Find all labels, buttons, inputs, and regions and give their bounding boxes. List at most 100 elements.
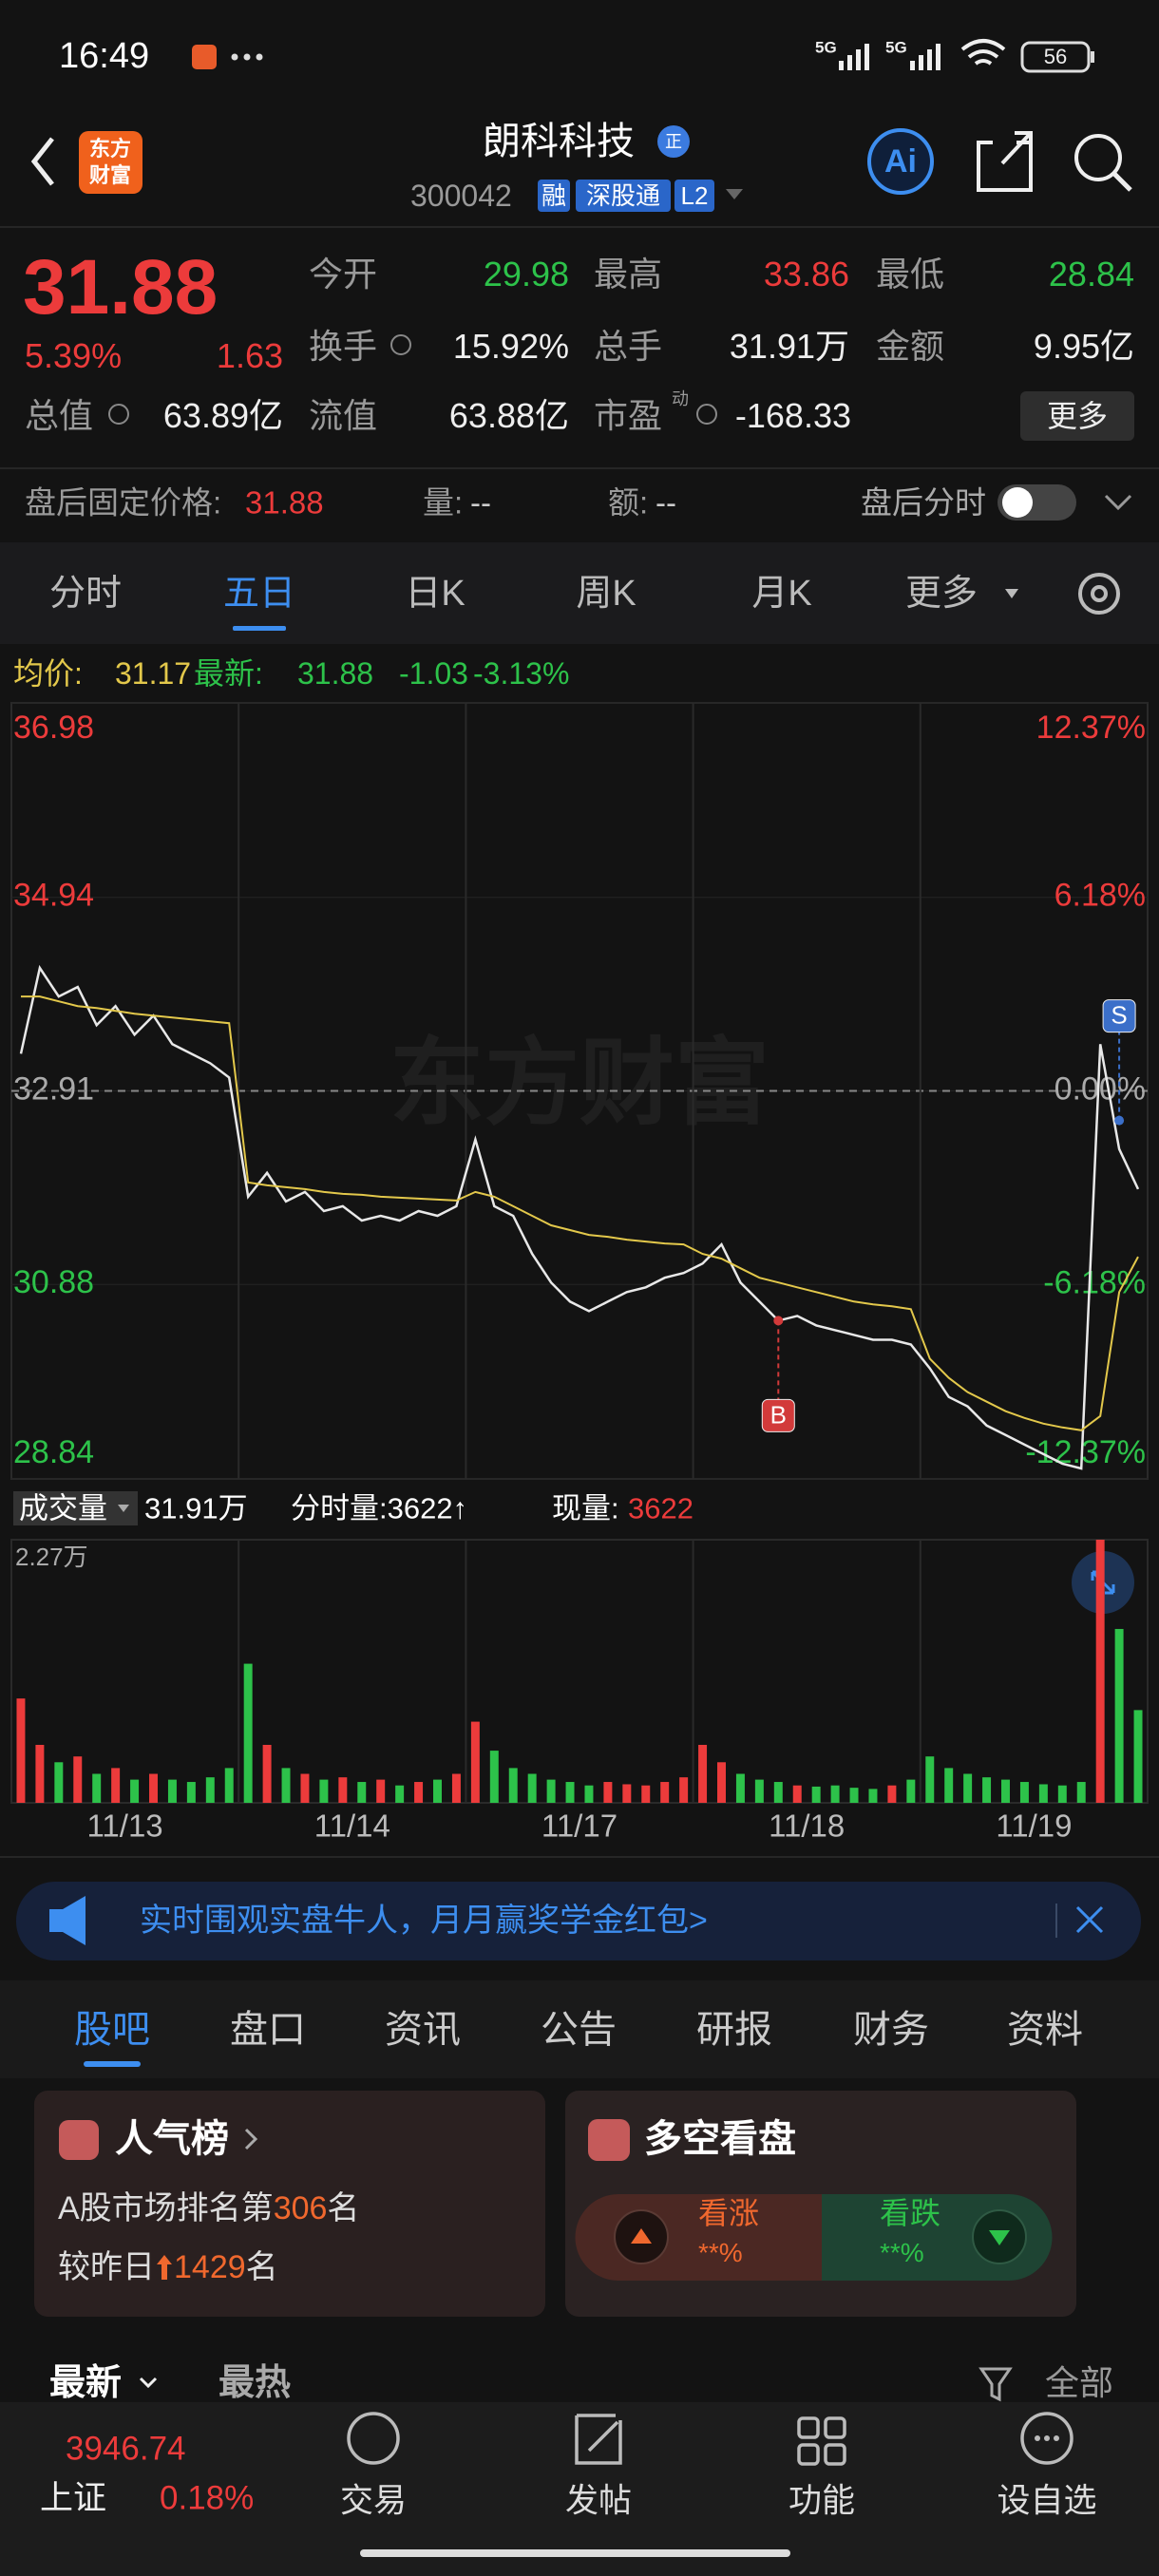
volume-label-bg [13, 1491, 138, 1525]
stat-value: 31.91万 [729, 327, 849, 366]
feed-tab[interactable]: 最新 [49, 2363, 123, 2403]
tab[interactable]: 更多 [904, 574, 978, 614]
volume-bar [1114, 1628, 1124, 1803]
volume-bar [300, 1773, 310, 1803]
sub-tab[interactable]: 公告 [541, 2009, 617, 2051]
volume-bar [224, 1768, 234, 1803]
popularity-icon [59, 2120, 99, 2160]
volume-bar [773, 1782, 783, 1803]
stat-label: 换手 [309, 327, 378, 366]
stock-code: 300042 [410, 179, 512, 213]
banner-close[interactable] [1075, 1905, 1104, 1934]
volume-bar [717, 1762, 726, 1803]
tab[interactable]: 分时 [48, 574, 123, 614]
megaphone-icon [49, 1896, 86, 1945]
index-name[interactable]: 上证 [40, 2479, 107, 2517]
bull-label: 看涨 [698, 2196, 760, 2230]
stat-value: 63.88亿 [448, 396, 569, 435]
volume-bar [1133, 1710, 1143, 1803]
rank-line: A股市场排名第306名 [58, 2192, 359, 2225]
volume-bar [641, 1785, 651, 1803]
stock-title: 朗科科技 [483, 121, 635, 162]
volume-bar [205, 1777, 215, 1803]
toggle-knob [1002, 487, 1033, 518]
nav-item[interactable]: 功能 [788, 2482, 856, 2520]
app-logo [79, 131, 142, 194]
card-title: 多空看盘 [644, 2118, 796, 2160]
nav-item[interactable]: 设自选 [997, 2482, 1097, 2520]
price-line [21, 995, 1139, 1431]
sub-tab-underline [84, 2061, 141, 2067]
volume-bar [1001, 1779, 1010, 1803]
tab[interactable]: 月K [751, 574, 812, 614]
index-value[interactable]: 3946.74 [66, 2430, 186, 2468]
volume-bar [754, 1779, 764, 1803]
tab[interactable]: 日K [405, 574, 466, 614]
stat-label: 最高 [594, 255, 663, 294]
volume-dropdown [118, 1505, 129, 1512]
volume-label[interactable]: 成交量 [19, 1491, 107, 1525]
back-button[interactable] [30, 137, 54, 186]
sub-tab[interactable]: 财务 [853, 2009, 929, 2051]
y-tick-label: 28.84 [13, 1434, 94, 1470]
tag-bg [674, 180, 714, 212]
volume-bar [944, 1768, 954, 1803]
expand-chevron[interactable] [1104, 494, 1132, 511]
feed-filter[interactable]: 全部 [1044, 2363, 1113, 2402]
filter-icon[interactable] [978, 2367, 1013, 2402]
volume-bar [111, 1768, 121, 1803]
after-hours-amount: -- [656, 484, 676, 521]
ai-button[interactable] [867, 128, 934, 195]
sub-tab[interactable]: 资料 [1007, 2009, 1083, 2051]
avg-label: 均价: [13, 656, 83, 691]
after-hours-amount-label: 额: [608, 484, 649, 521]
tag-bg [538, 180, 570, 212]
search-button[interactable] [1074, 134, 1122, 181]
volume-frame [10, 1539, 1149, 1804]
latest-change-percent: -3.13% [473, 656, 570, 691]
feed-tab[interactable]: 最热 [218, 2363, 292, 2403]
stat-value: 28.84 [1048, 255, 1134, 294]
share-button[interactable] [977, 131, 1033, 192]
volume-bar [1057, 1785, 1067, 1803]
tab[interactable]: 周K [576, 574, 636, 614]
current-volume-label: 现量: [552, 1491, 619, 1525]
volume-tick-label: 2.27万 [15, 1543, 88, 1571]
battery-tip [1091, 51, 1094, 63]
stat-value: 15.92% [452, 327, 569, 366]
volume-bar [1019, 1782, 1029, 1803]
volume-bar [887, 1785, 897, 1803]
sub-tab[interactable]: 盘口 [230, 2009, 306, 2051]
stat-value: 33.86 [763, 255, 849, 294]
volume-bar [451, 1773, 461, 1803]
network-label: 5G [885, 38, 907, 57]
volume-bar [622, 1784, 632, 1803]
sub-tab[interactable]: 研报 [696, 2009, 772, 2051]
sub-tab[interactable]: 资讯 [385, 2009, 461, 2051]
ai-label[interactable]: Ai [884, 143, 917, 180]
volume-bar [925, 1756, 935, 1803]
last-price: 31.88 [23, 244, 218, 331]
sub-tab[interactable]: 股吧 [74, 2009, 150, 2051]
network-label: 5G [815, 38, 837, 57]
settings-icon[interactable] [1078, 573, 1120, 615]
volume-bar [508, 1768, 518, 1803]
stat-label: 市盈 [594, 396, 663, 435]
banner-text[interactable]: 实时围观实盘牛人，月月赢奖学金红包> [140, 1903, 708, 1939]
stock-tag: L2 [680, 181, 709, 210]
nav-item[interactable]: 交易 [339, 2482, 408, 2520]
sub-tab-bar [0, 1980, 1159, 2078]
annotation-label: S [1111, 1000, 1127, 1029]
volume-bar [149, 1773, 158, 1803]
index-change[interactable]: 0.18% [160, 2479, 255, 2517]
change-amount: 1.63 [216, 336, 283, 375]
banner-bg[interactable] [16, 1882, 1141, 1960]
more-button[interactable] [1020, 391, 1134, 441]
change-percent: 5.39% [25, 336, 123, 375]
volume-bar [982, 1777, 992, 1803]
nav-item[interactable]: 发帖 [564, 2482, 633, 2520]
stat-label: 今开 [309, 255, 378, 294]
tab[interactable]: 五日 [222, 574, 296, 614]
more-label[interactable]: 更多 [1046, 399, 1109, 433]
